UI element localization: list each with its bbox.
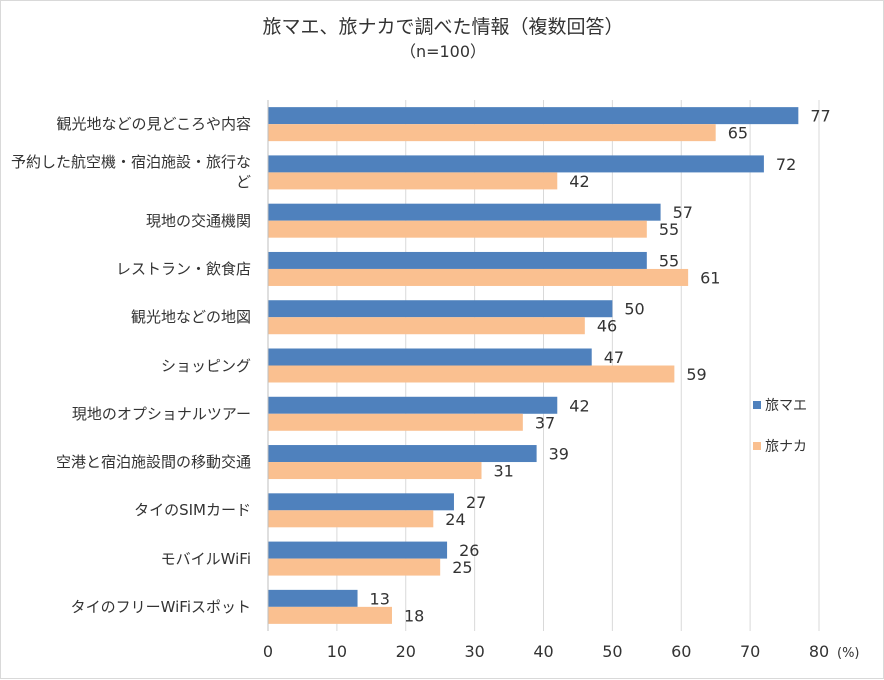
category-label: 現地のオプショナルツアー: [71, 404, 251, 423]
data-label: 26: [459, 541, 479, 560]
bar-series2: [268, 413, 523, 431]
category-label: 空港と宿泊施設間の移動交通: [55, 453, 251, 472]
bar-series2: [268, 558, 441, 576]
bar-series1: [268, 348, 592, 366]
x-unit-label: (%): [837, 646, 860, 661]
bar-series1: [268, 300, 613, 318]
x-tick-label: 60: [671, 642, 691, 661]
x-tick-label: 50: [602, 642, 622, 661]
data-label: 42: [569, 396, 589, 415]
data-label: 57: [673, 203, 693, 222]
category-label: 予約した航空機・宿泊施設・旅行など: [10, 153, 251, 192]
data-label: 55: [659, 220, 679, 239]
x-tick-label: 20: [396, 642, 416, 661]
x-tick-label: 80: [809, 642, 829, 661]
bar-series1: [268, 541, 448, 559]
bar-series2: [268, 510, 434, 528]
bar-series2: [268, 172, 558, 190]
x-tick-label: 0: [263, 642, 273, 661]
bar-series1: [268, 155, 764, 173]
legend-swatch-series2: [753, 442, 761, 450]
bar-series1: [268, 251, 647, 269]
data-label: 24: [445, 510, 465, 529]
data-label: 25: [452, 558, 472, 577]
data-label: 37: [535, 413, 555, 432]
data-label: 47: [604, 348, 624, 367]
bar-series2: [268, 268, 689, 286]
legend-item-series2: 旅ナカ: [753, 436, 807, 456]
chart-subtitle: （n=100）: [399, 42, 487, 61]
bar-series1: [268, 445, 537, 463]
bar-series1: [268, 493, 454, 511]
x-tick-label: 30: [464, 642, 484, 661]
legend-label-series2: 旅ナカ: [765, 439, 807, 455]
data-label: 72: [776, 155, 796, 174]
chart-title: 旅マエ、旅ナカで調べた情報（複数回答）: [262, 16, 624, 38]
category-label: 観光地などの見どころや内容: [56, 115, 251, 134]
data-label: 55: [659, 251, 679, 270]
x-tick-label: 70: [740, 642, 760, 661]
legend-item-series1: 旅マエ: [753, 395, 807, 415]
data-label: 59: [686, 365, 706, 384]
bar-series2: [268, 220, 647, 238]
legend-label-series1: 旅マエ: [765, 398, 807, 414]
category-label: ショッピング: [160, 356, 251, 375]
legend-swatch-series1: [753, 401, 761, 409]
bar-series1: [268, 396, 558, 414]
category-label: レストラン・飲食店: [115, 259, 251, 278]
data-label: 13: [370, 589, 390, 608]
data-label: 65: [728, 124, 748, 143]
data-label: 42: [569, 172, 589, 191]
bar-series2: [268, 462, 482, 480]
data-label: 39: [549, 445, 569, 464]
data-label: 27: [466, 493, 486, 512]
bar-series1: [268, 107, 799, 125]
bar-series1: [268, 589, 358, 607]
bar-series2: [268, 124, 716, 142]
data-label: 18: [404, 606, 424, 625]
data-label: 46: [597, 317, 617, 336]
category-label: 現地の交通機関: [145, 211, 251, 230]
bar-series1: [268, 203, 661, 221]
bar-series2: [268, 317, 585, 335]
data-label: 31: [494, 462, 514, 481]
bar-series2: [268, 365, 675, 383]
data-label: 50: [624, 300, 644, 319]
data-label: 77: [810, 107, 830, 126]
x-tick-label: 10: [327, 642, 347, 661]
x-tick-label: 40: [533, 642, 553, 661]
category-label: タイのフリーWiFiスポット: [70, 597, 251, 616]
data-label: 61: [700, 268, 720, 287]
category-label: タイのSIMカード: [134, 501, 251, 520]
bar-series2: [268, 606, 392, 624]
category-label: モバイルWiFi: [160, 549, 251, 568]
category-label: 観光地などの地図: [130, 308, 251, 327]
